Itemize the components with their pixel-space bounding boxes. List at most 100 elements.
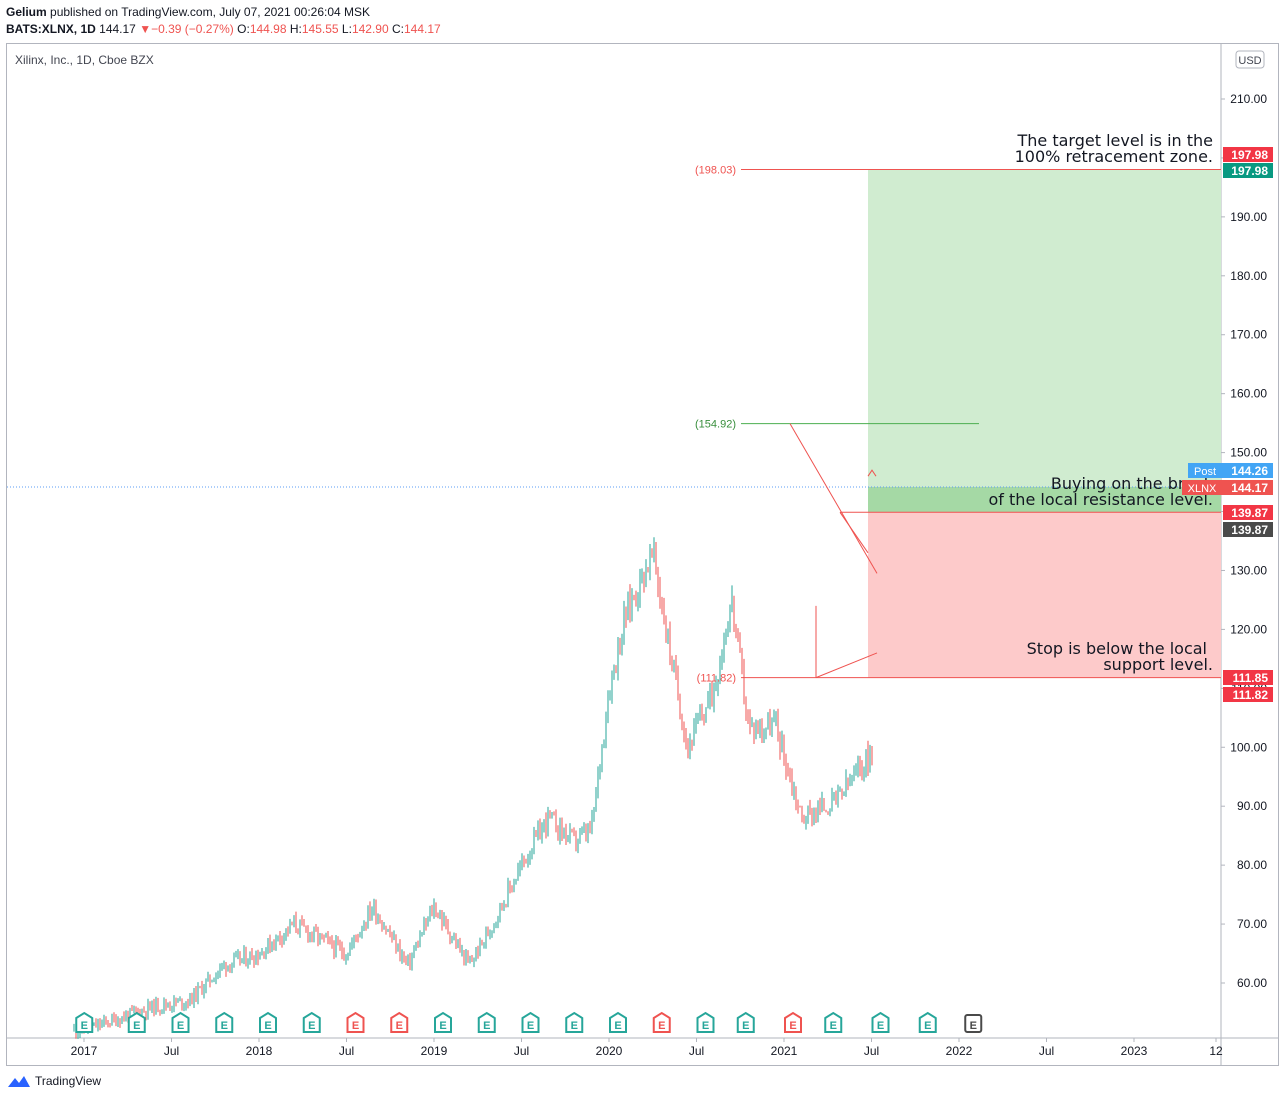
earnings-marker-icon: E [477, 1011, 496, 1033]
earnings-letter: E [221, 1020, 228, 1032]
entry-zone [868, 486, 1221, 513]
price-tag: 197.98 [1223, 163, 1273, 178]
price-tick-label: 60.00 [1237, 976, 1267, 990]
triangle-lower-line [815, 652, 878, 679]
time-tick-label: 2023 [1121, 1044, 1148, 1058]
earnings-marker-icon: E [824, 1011, 843, 1033]
last-price: 144.17 [99, 22, 136, 36]
triangle-upper-line [789, 423, 878, 574]
open-label: O: [237, 22, 250, 36]
price-tag-prefix-box [1188, 463, 1223, 478]
earnings-marker-icon: E [171, 1011, 190, 1033]
price-tick-label: 210.00 [1230, 92, 1267, 106]
price-tick-label: 170.00 [1230, 328, 1267, 342]
time-tick-label: Jul [339, 1044, 354, 1058]
price-tag: 144.26 Post [1188, 463, 1273, 478]
earnings-shape [521, 1011, 540, 1033]
price-change: −0.39 (−0.27%) [151, 22, 234, 36]
breakout-line [839, 512, 869, 554]
earnings-shape [784, 1011, 802, 1033]
earnings-letter: E [924, 1020, 931, 1032]
time-tick-label: Jul [864, 1044, 879, 1058]
price-tag-box [1223, 163, 1273, 178]
price-tag-value: 144.26 [1231, 464, 1268, 478]
stop-note-line-1: Stop is below the local [1027, 639, 1207, 658]
earnings-marker-icon: E [918, 1011, 937, 1033]
earnings-letter: E [742, 1020, 749, 1032]
stop-zone [868, 512, 1221, 678]
low-level-label: (111.82) [697, 673, 736, 685]
footer-brand[interactable]: TradingView [35, 1074, 102, 1088]
price-tag-box [1223, 687, 1273, 702]
price-tag: 111.85 [1223, 670, 1273, 685]
price-tick-label: 80.00 [1237, 858, 1267, 872]
earnings-marker-icon: E [964, 1014, 983, 1033]
entry-note-line-2: of the local resistance level. [989, 490, 1213, 509]
earnings-shape [565, 1011, 584, 1033]
price-tag-box [1223, 480, 1273, 495]
chart-subtitle: Xilinx, Inc., 1D, Cboe BZX [15, 53, 154, 67]
stop-note-line-2: support level. [1103, 655, 1213, 674]
time-tick-label: 2019 [421, 1044, 448, 1058]
tradingview-logo-icon [8, 1076, 30, 1087]
earnings-letter: E [177, 1020, 184, 1032]
target-note-line-2: 100% retracement zone. [1015, 147, 1213, 166]
earnings-shape [171, 1011, 190, 1033]
price-tag: 197.98 [1223, 147, 1273, 162]
earnings-shape [477, 1011, 496, 1033]
price-tag-value: 197.98 [1231, 148, 1268, 162]
entry-note-line-1: Buying on the break [1051, 474, 1214, 493]
earnings-letter: E [352, 1020, 359, 1032]
earnings-letter: E [81, 1020, 88, 1032]
candles-group [73, 537, 873, 1039]
price-tag-prefix-box [1182, 480, 1223, 495]
earnings-shape [824, 1011, 843, 1033]
price-tag-box [1223, 147, 1273, 162]
earnings-marker-icon: E [565, 1011, 584, 1033]
low-value: 142.90 [351, 22, 389, 36]
earnings-marker-icon: E [784, 1011, 802, 1033]
earnings-shape [390, 1011, 409, 1033]
price-tick-label: 130.00 [1230, 563, 1267, 577]
target-note-line-1: The target level is in the [1016, 131, 1213, 150]
earnings-marker-icon: E [434, 1011, 452, 1033]
earnings-letter: E [264, 1020, 271, 1032]
earnings-shape [434, 1011, 452, 1033]
price-tag-value: 197.98 [1231, 164, 1268, 178]
time-tick-label: 2021 [771, 1044, 798, 1058]
price-tag-prefix: Post [1194, 466, 1216, 478]
earnings-letter: E [970, 1020, 977, 1032]
earnings-marker-icon: E [302, 1011, 321, 1033]
symbol-name: BATS:XLNX, 1D [6, 22, 96, 36]
price-tick-label: 150.00 [1230, 446, 1267, 460]
earnings-marker-icon: E [127, 1011, 146, 1033]
chart-frame [6, 43, 1279, 1066]
close-value: 144.17 [403, 22, 441, 36]
high-level-label: (154.92) [695, 419, 736, 431]
target-zone [868, 169, 1221, 487]
time-tick-label: Jul [689, 1044, 704, 1058]
earnings-shape [871, 1011, 890, 1033]
time-tick-label: 2022 [946, 1044, 973, 1058]
earnings-marker-icon: E [75, 1011, 94, 1033]
price-tag: 111.82 [1223, 687, 1273, 702]
earnings-marker-icon: E [652, 1011, 671, 1033]
breakout-arrow-icon [867, 469, 877, 477]
price-tag-box [1223, 670, 1273, 685]
change-down-icon: ▼ [139, 22, 152, 36]
price-tick-label: 120.00 [1230, 622, 1267, 636]
time-tick-label: Jul [1039, 1044, 1054, 1058]
earnings-marker-icon: E [259, 1011, 277, 1033]
time-tick-label: Jul [164, 1044, 179, 1058]
publish-info: Gelium published on TradingView.com, Jul… [6, 5, 370, 19]
publish-text: published on TradingView.com, July 07, 2… [50, 5, 371, 19]
time-tick-label: 2018 [246, 1044, 273, 1058]
earnings-shape [609, 1011, 627, 1033]
author-name[interactable]: Gelium [6, 5, 47, 19]
open-value: 144.98 [249, 22, 287, 36]
earnings-letter: E [133, 1020, 140, 1032]
earnings-marker-icon: E [390, 1011, 409, 1033]
price-tick-label: 100.00 [1230, 740, 1267, 754]
price-tag: 139.87 [1223, 522, 1273, 537]
